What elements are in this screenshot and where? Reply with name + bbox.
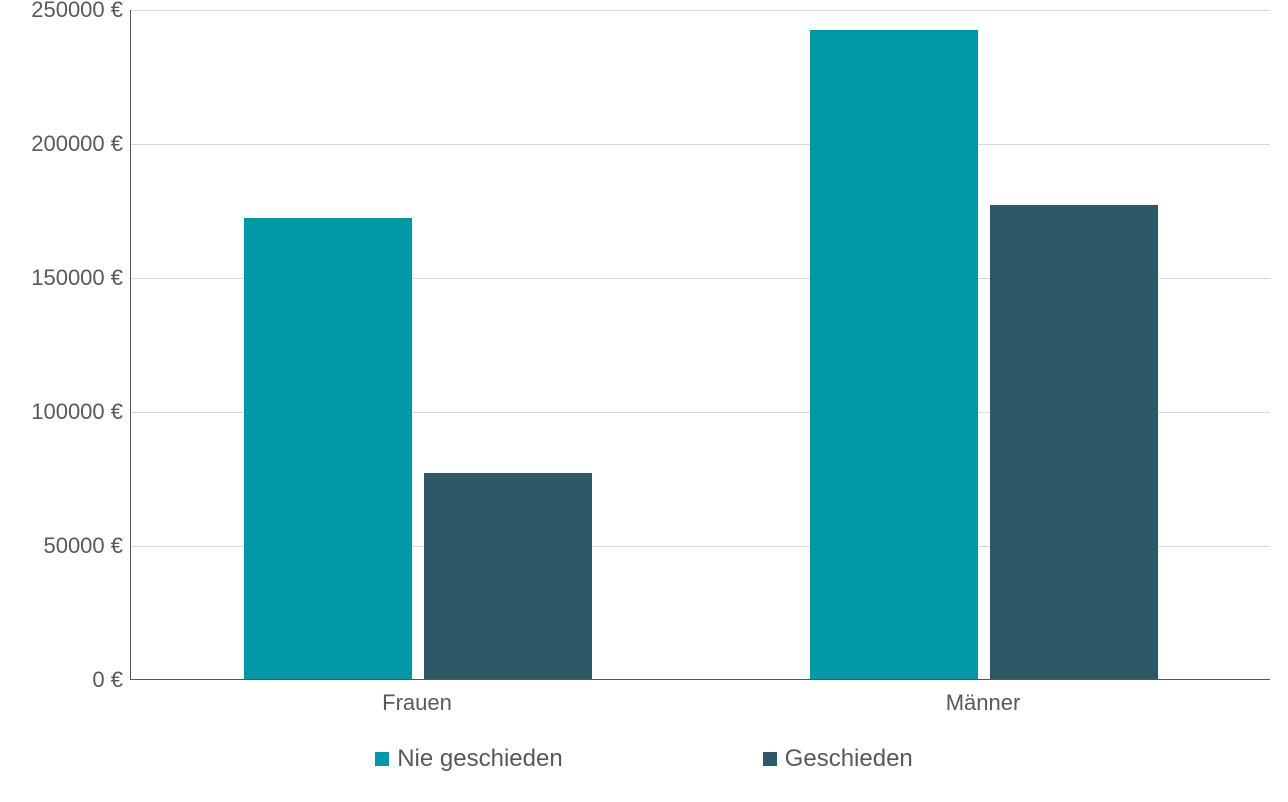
- x-tick-label: Männer: [946, 690, 1021, 716]
- y-tick-label: 150000 €: [8, 265, 123, 291]
- gridline: [131, 10, 1270, 11]
- x-tick-label: Frauen: [382, 690, 452, 716]
- bar: [990, 205, 1158, 679]
- y-tick-label: 50000 €: [8, 533, 123, 559]
- legend-swatch: [763, 752, 777, 766]
- legend-label: Geschieden: [785, 745, 913, 773]
- y-tick-label: 100000 €: [8, 399, 123, 425]
- legend-swatch: [375, 752, 389, 766]
- bar: [810, 30, 978, 679]
- y-tick-label: 0 €: [8, 667, 123, 693]
- y-tick-label: 200000 €: [8, 131, 123, 157]
- bar: [244, 218, 412, 679]
- bar-chart: 0 € 50000 € 100000 € 150000 € 200000 € 250000…: [0, 0, 1288, 802]
- plot-area: [130, 10, 1270, 680]
- legend: Nie geschieden Geschieden: [0, 745, 1288, 773]
- bar: [424, 473, 592, 679]
- legend-label: Nie geschieden: [397, 745, 562, 773]
- y-tick-label: 250000 €: [8, 0, 123, 23]
- legend-item: Nie geschieden: [375, 745, 562, 773]
- legend-item: Geschieden: [763, 745, 913, 773]
- gridline: [131, 144, 1270, 145]
